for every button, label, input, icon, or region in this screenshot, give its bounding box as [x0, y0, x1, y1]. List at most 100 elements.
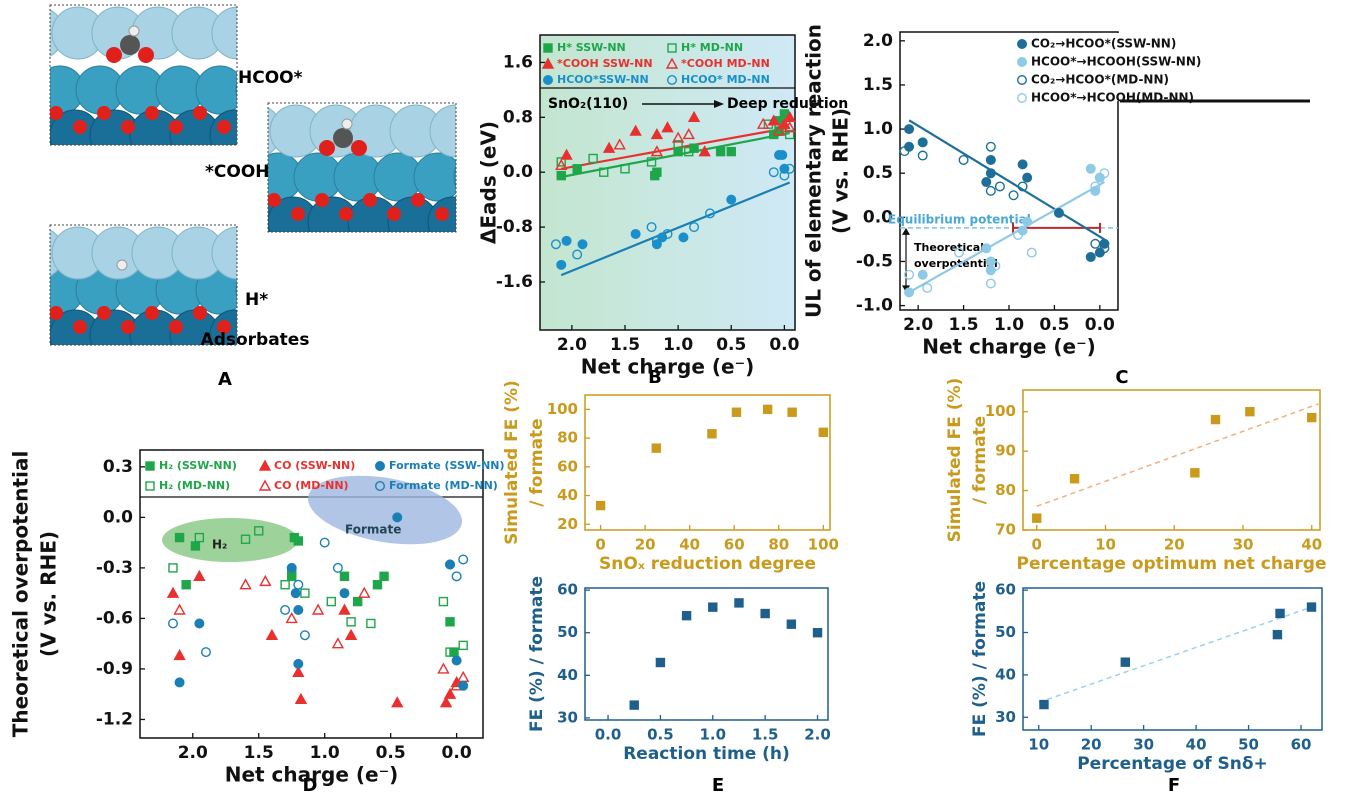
legend-label: HCOO* MD-NN	[681, 73, 770, 86]
data-point	[1009, 191, 1018, 200]
legend-marker	[146, 482, 154, 490]
atom	[0, 266, 44, 314]
data-point	[340, 589, 349, 598]
atom	[193, 306, 207, 320]
data-point	[959, 156, 968, 165]
data-point	[647, 223, 656, 232]
data-point	[1308, 603, 1316, 611]
annotation: H₂	[212, 538, 227, 552]
x-tick-label: 0	[1032, 536, 1042, 554]
data-point	[732, 408, 740, 416]
legend-label: H* MD-NN	[681, 41, 743, 54]
data-point	[1023, 173, 1032, 182]
data-point	[706, 209, 715, 218]
annotation: Equilibrium potential	[888, 212, 1031, 226]
atom	[342, 119, 352, 129]
legend-label: Formate (MD-NN)	[389, 479, 498, 492]
atom	[121, 120, 135, 134]
data-point	[367, 619, 375, 627]
x-tick-label: 60	[724, 536, 745, 554]
data-point	[787, 620, 795, 628]
plot-area	[1023, 390, 1320, 530]
y-tick-label: 80	[995, 481, 1016, 499]
legend-label: *COOH MD-NN	[681, 57, 770, 70]
legend-label: CO (MD-NN)	[274, 479, 349, 492]
x-tick-label: 0.0	[595, 726, 622, 744]
data-point	[905, 270, 914, 279]
annotation: SnO₂(110)	[548, 96, 628, 112]
x-tick-label: 0.0	[769, 335, 799, 355]
x-tick-label: 1.0	[699, 726, 726, 744]
data-point	[176, 534, 184, 542]
atom	[0, 66, 44, 114]
y-tick-label: -0.5	[856, 251, 893, 271]
y-axis-label: FE (%) / formate	[527, 576, 547, 732]
data-point	[195, 619, 204, 628]
data-point	[459, 641, 467, 649]
atom	[106, 47, 122, 63]
data-point	[1014, 231, 1023, 240]
data-point	[191, 542, 199, 550]
data-point	[1273, 631, 1281, 639]
atom	[241, 106, 255, 120]
y-axis-label: (V vs. RHE)	[829, 108, 853, 234]
data-point	[905, 125, 914, 134]
x-axis-label: Net charge (e⁻)	[922, 335, 1096, 359]
data-point	[923, 284, 932, 293]
atom	[252, 227, 304, 279]
data-point	[1121, 658, 1129, 666]
atom	[267, 193, 281, 207]
data-point	[727, 148, 735, 156]
x-tick-label: 1.0	[663, 335, 693, 355]
y-axis-label: (V vs. RHE)	[37, 531, 61, 657]
data-point	[347, 618, 355, 626]
x-tick-label: 1.5	[752, 726, 779, 744]
y-tick-label: 60	[995, 581, 1016, 599]
legend-marker	[544, 76, 553, 85]
x-tick-label: 1.0	[994, 315, 1024, 335]
legend-marker	[668, 44, 676, 52]
x-tick-label: 1.5	[610, 335, 640, 355]
y-tick-label: -0.9	[96, 659, 133, 679]
legend-marker	[668, 76, 677, 85]
y-tick-label: 50	[557, 623, 578, 641]
panel-letter: A	[218, 369, 232, 390]
data-point	[182, 581, 190, 589]
y-tick-label: 2.0	[863, 31, 893, 51]
atom	[217, 120, 231, 134]
data-point	[735, 599, 743, 607]
y-axis-label: FE (%) / formate	[970, 581, 990, 737]
figure: HCOO**COOHH*AdsorbatesABCDEF2.01.51.00.5…	[0, 0, 1355, 801]
data-point	[761, 610, 769, 618]
data-point	[291, 589, 300, 598]
x-tick-label: 40	[1186, 736, 1207, 754]
data-point	[918, 138, 927, 147]
panel-letter: F	[1168, 775, 1180, 796]
y-axis-label: / formate	[970, 416, 990, 504]
data-point	[294, 660, 303, 669]
atom	[435, 207, 449, 221]
x-tick-label: 1.5	[949, 315, 979, 335]
data-point	[717, 148, 725, 156]
data-point	[690, 223, 699, 232]
panel-caption: Adsorbates	[201, 330, 310, 350]
x-tick-label: 40	[1301, 536, 1322, 554]
data-point	[597, 502, 605, 510]
x-axis-label: Reaction time (h)	[623, 744, 790, 764]
annotation: Formate	[345, 523, 401, 537]
data-point	[1308, 414, 1316, 422]
data-point	[656, 659, 664, 667]
annotation: overpotential	[914, 257, 998, 270]
x-tick-label: 0.0	[1085, 315, 1115, 335]
x-tick-label: 0.0	[442, 743, 472, 763]
atom	[212, 7, 264, 59]
data-point	[1055, 209, 1064, 218]
panel-letter: C	[1115, 367, 1128, 388]
data-point	[340, 572, 348, 580]
x-axis-label: SnOₓ reduction degree	[599, 554, 816, 574]
data-point	[255, 527, 263, 535]
atom	[138, 47, 154, 63]
data-point	[301, 589, 309, 597]
data-point	[242, 535, 250, 543]
y-tick-label: 20	[557, 515, 578, 533]
